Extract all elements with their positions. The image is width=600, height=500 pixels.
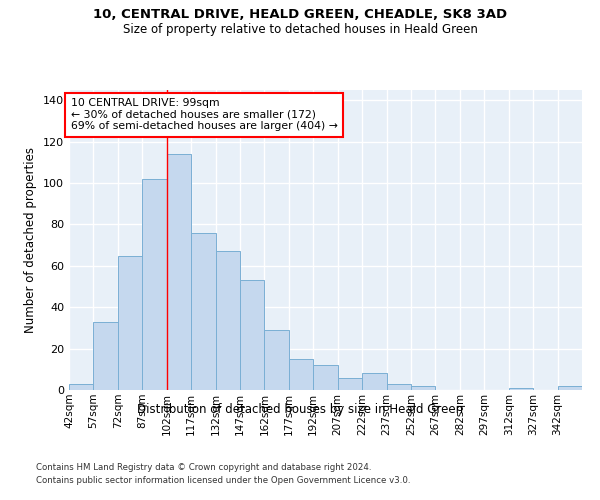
Bar: [557, 386, 582, 390]
Bar: [215, 252, 240, 390]
Bar: [167, 154, 191, 390]
Bar: [142, 179, 167, 390]
Bar: [338, 378, 362, 390]
Bar: [289, 359, 313, 390]
Bar: [362, 374, 386, 390]
Bar: [313, 365, 338, 390]
Text: Contains HM Land Registry data © Crown copyright and database right 2024.: Contains HM Land Registry data © Crown c…: [36, 464, 371, 472]
Bar: [69, 384, 94, 390]
Bar: [265, 330, 289, 390]
Text: Distribution of detached houses by size in Heald Green: Distribution of detached houses by size …: [137, 402, 463, 415]
Y-axis label: Number of detached properties: Number of detached properties: [25, 147, 37, 333]
Text: 10, CENTRAL DRIVE, HEALD GREEN, CHEADLE, SK8 3AD: 10, CENTRAL DRIVE, HEALD GREEN, CHEADLE,…: [93, 8, 507, 20]
Bar: [94, 322, 118, 390]
Bar: [191, 233, 215, 390]
Bar: [118, 256, 142, 390]
Bar: [386, 384, 411, 390]
Bar: [509, 388, 533, 390]
Bar: [240, 280, 265, 390]
Bar: [411, 386, 436, 390]
Text: 10 CENTRAL DRIVE: 99sqm
← 30% of detached houses are smaller (172)
69% of semi-d: 10 CENTRAL DRIVE: 99sqm ← 30% of detache…: [71, 98, 338, 132]
Text: Contains public sector information licensed under the Open Government Licence v3: Contains public sector information licen…: [36, 476, 410, 485]
Text: Size of property relative to detached houses in Heald Green: Size of property relative to detached ho…: [122, 22, 478, 36]
